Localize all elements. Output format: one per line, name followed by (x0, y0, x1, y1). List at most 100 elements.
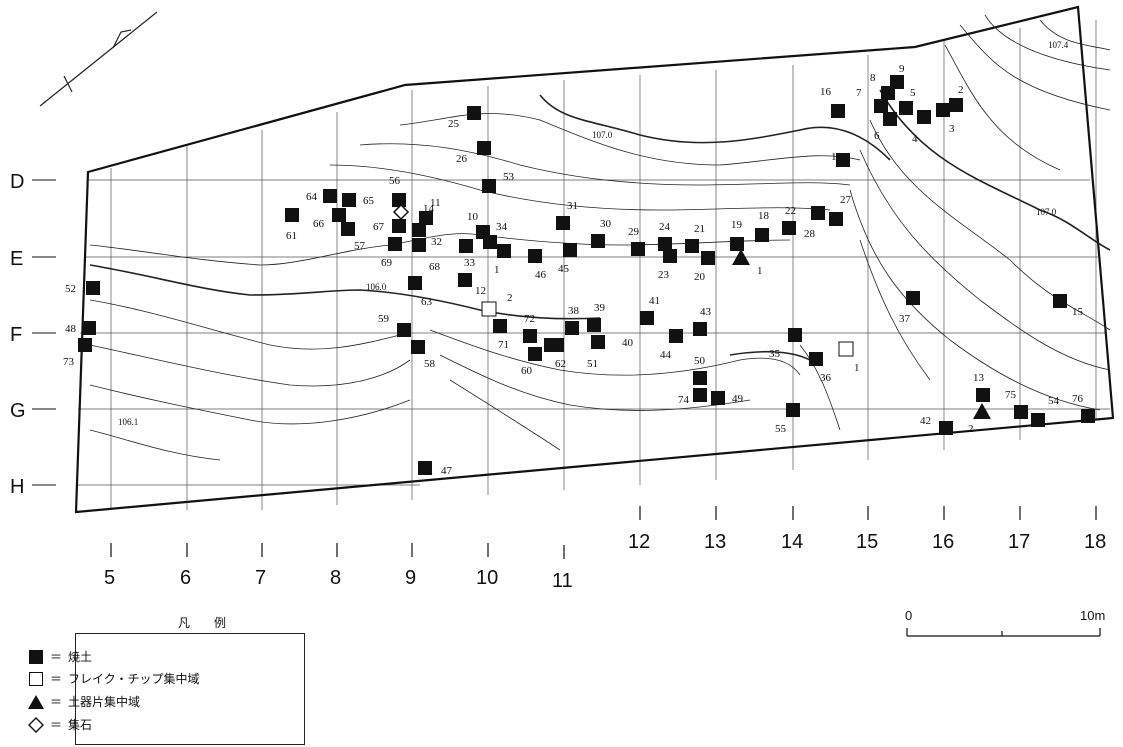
row-label-g: G (10, 400, 26, 422)
burnt-soil-label: 12 (475, 285, 486, 297)
burnt-soil-label: 44 (660, 349, 672, 361)
burnt-soil-label: 4 (912, 133, 918, 145)
burnt-soil-label: 27 (840, 194, 852, 206)
burnt-soil-label: 26 (456, 153, 468, 165)
filled-square-icon (412, 238, 426, 252)
burnt-soil-label: 73 (63, 356, 75, 368)
filled-square-icon (591, 335, 605, 349)
filled-square-icon (874, 99, 888, 113)
burnt-soil-marker: 28 (804, 206, 825, 240)
burnt-soil-label: 67 (373, 221, 385, 233)
filled-square-icon (755, 228, 769, 242)
contour-label: 107.0 (1036, 207, 1057, 217)
open-square-icon (482, 302, 496, 316)
column-label: 13 (704, 531, 726, 553)
burnt-soil-marker: 76 (1072, 393, 1095, 423)
legend-item-pottery: ＝ 土器片集中域 (28, 693, 140, 710)
scale-end: 10m (1080, 608, 1105, 623)
pottery-label: 2 (968, 423, 974, 435)
burnt-soil-label: 63 (421, 296, 433, 308)
burnt-soil-label: 18 (758, 210, 770, 222)
burnt-soil-marker: 29 (628, 226, 645, 256)
burnt-soil-label: 24 (659, 221, 671, 233)
burnt-soil-label: 3 (949, 123, 955, 135)
burnt-soil-marker: 43 (693, 306, 712, 336)
filled-square-icon (640, 311, 654, 325)
filled-square-icon (408, 276, 422, 290)
filled-square-icon (786, 403, 800, 417)
filled-square-icon (341, 222, 355, 236)
burnt-soil-marker: 16 (820, 86, 845, 118)
column-label: 5 (104, 567, 115, 589)
burnt-soil-label: 7 (856, 87, 862, 99)
burnt-soil-label: 13 (973, 372, 985, 384)
burnt-soil-label: 43 (700, 306, 712, 318)
row-label-f: F (10, 324, 22, 346)
legend-label: 焼土 (68, 648, 92, 665)
burnt-soil-label: 22 (785, 205, 796, 217)
column-label: 14 (781, 531, 803, 553)
contour-label: 107.0 (592, 130, 613, 140)
burnt-soil-label: 14 (423, 203, 435, 215)
filled-square-icon (411, 340, 425, 354)
flake-chip-label: 1 (854, 362, 860, 374)
filled-square-icon (86, 281, 100, 295)
legend-label: 集石 (68, 716, 92, 733)
stone-cluster-marker (394, 205, 408, 219)
filled-square-icon (730, 237, 744, 251)
filled-square-icon (28, 649, 44, 665)
burnt-soil-label: 56 (389, 175, 401, 187)
filled-square-icon (701, 251, 715, 265)
burnt-soil-label: 40 (622, 337, 634, 349)
legend-label: フレイク・チップ集中域 (68, 670, 200, 687)
filled-square-icon (544, 338, 558, 352)
burnt-soil-marker: 72 (523, 313, 537, 343)
burnt-soil-marker: 44 (660, 329, 683, 361)
burnt-soil-label: 61 (286, 230, 297, 242)
column-label: 8 (330, 567, 341, 589)
burnt-soil-label: 59 (378, 313, 390, 325)
pottery-label: 1 (757, 265, 763, 277)
scale-start: 0 (905, 608, 912, 623)
filled-square-icon (658, 237, 672, 251)
filled-square-icon (563, 243, 577, 257)
burnt-soil-label: 20 (694, 271, 706, 283)
column-label: 10 (476, 567, 498, 589)
burnt-soil-label: 16 (820, 86, 832, 98)
burnt-soil-marker: 55 (775, 403, 800, 435)
burnt-soil-label: 6 (874, 130, 880, 142)
filled-square-icon (693, 388, 707, 402)
burnt-soil-marker: 13 (973, 372, 990, 402)
burnt-soil-label: 76 (1072, 393, 1084, 405)
burnt-soil-label: 58 (424, 358, 436, 370)
filled-square-icon (467, 106, 481, 120)
burnt-soil-marker: 15 (1053, 294, 1084, 318)
burnt-soil-label: 23 (658, 269, 670, 281)
contour-label: 106.1 (118, 417, 138, 427)
legend-label: 土器片集中域 (68, 693, 140, 710)
filled-square-icon (523, 329, 537, 343)
burnt-soil-marker: 38 (565, 305, 580, 335)
filled-triangle-icon (973, 403, 991, 419)
burnt-soil-label: 32 (431, 236, 442, 248)
column-label: 18 (1084, 531, 1106, 553)
open-square-icon (28, 671, 44, 687)
burnt-soil-label: 55 (775, 423, 787, 435)
burnt-soil-marker: 47 (418, 461, 453, 477)
burnt-soil-label: 57 (354, 240, 366, 252)
filled-square-icon (397, 323, 411, 337)
burnt-soil-label: 68 (429, 261, 441, 273)
burnt-soil-label: 10 (467, 211, 479, 223)
filled-square-icon (883, 112, 897, 126)
filled-square-icon (528, 347, 542, 361)
burnt-soil-label: 49 (732, 393, 744, 405)
filled-square-icon (477, 141, 491, 155)
row-labels: D E F G H (10, 171, 56, 498)
burnt-soil-label: 9 (899, 63, 905, 75)
burnt-soil-label: 17 (831, 151, 843, 163)
filled-square-icon (809, 352, 823, 366)
filled-square-icon (685, 239, 699, 253)
burnt-soil-label: 15 (1072, 306, 1084, 318)
burnt-soil-marker: 42 (920, 415, 953, 435)
burnt-soil-label: 31 (567, 200, 578, 212)
